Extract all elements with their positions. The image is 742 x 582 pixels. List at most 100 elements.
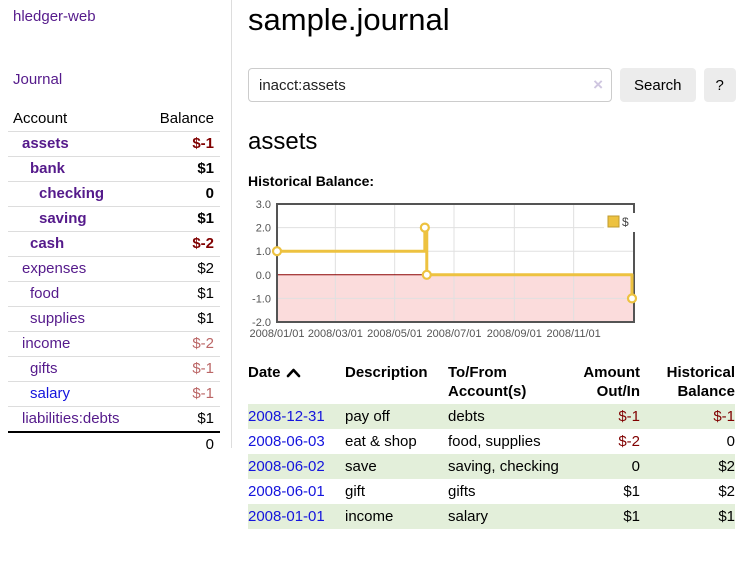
account-row: cash $-2 <box>8 231 220 257</box>
historical-balance-chart: 3.0 2.0 1.0 0.0 -1.0 -2.0 2008/01/01 2008/03/01… <box>248 199 742 344</box>
account-balance: $-1 <box>141 381 220 407</box>
search-input[interactable] <box>248 68 612 102</box>
accounts-column-header: To/From Account(s) <box>448 364 527 400</box>
app-title-link[interactable]: hledger-web <box>13 8 96 25</box>
svg-text:2008/11/01: 2008/11/01 <box>547 328 601 340</box>
clear-search-icon[interactable]: × <box>593 75 603 94</box>
transaction-date-link[interactable]: 2008-06-02 <box>248 458 325 475</box>
search-button[interactable]: Search <box>620 68 696 102</box>
account-page-title: assets <box>248 128 318 155</box>
balance-column-header: Balance <box>159 110 214 127</box>
account-column-header: Account <box>13 110 68 127</box>
svg-text:-2.0: -2.0 <box>252 317 271 329</box>
account-row: checking 0 <box>8 181 220 207</box>
transaction-amount: $-1 <box>618 408 640 425</box>
account-link-bank[interactable]: bank <box>30 160 66 177</box>
account-link-liabilities-debts[interactable]: liabilities:debts <box>22 410 120 427</box>
account-balance: $1 <box>141 156 220 182</box>
register-row: 2008-06-01 gift gifts $1 $2 <box>248 479 735 504</box>
account-row: food $1 <box>8 281 220 307</box>
account-balance: $-2 <box>141 331 220 357</box>
account-balance: $-1 <box>141 356 220 382</box>
transaction-accounts: saving, checking <box>448 458 559 475</box>
svg-text:2008/01/01: 2008/01/01 <box>249 328 304 340</box>
account-link-expenses[interactable]: expenses <box>22 260 87 277</box>
transaction-description: save <box>345 458 377 475</box>
journal-title: sample.journal <box>248 2 450 37</box>
transaction-balance: $1 <box>718 508 735 525</box>
transaction-balance: $-1 <box>713 408 735 425</box>
account-link-checking[interactable]: checking <box>39 185 105 202</box>
account-balance: $-1 <box>141 131 220 157</box>
transaction-amount: $-2 <box>618 433 640 450</box>
transaction-accounts: food, supplies <box>448 433 541 450</box>
description-column-header: Description <box>345 364 428 381</box>
transaction-date-link[interactable]: 2008-12-31 <box>248 408 325 425</box>
transaction-description: pay off <box>345 408 390 425</box>
amount-column-header: Amount Out/In <box>583 364 640 400</box>
transaction-accounts: debts <box>448 408 485 425</box>
account-row: supplies $1 <box>8 306 220 332</box>
transaction-date-link[interactable]: 2008-01-01 <box>248 508 325 525</box>
svg-text:2008/07/01: 2008/07/01 <box>426 328 481 340</box>
svg-text:2008/09/01: 2008/09/01 <box>487 328 542 340</box>
account-row: salary $-1 <box>8 381 220 407</box>
account-tree-header: Account Balance <box>8 107 220 132</box>
svg-text:2008/03/01: 2008/03/01 <box>308 328 363 340</box>
page: hledger-web Journal Account Balance asse… <box>0 0 742 529</box>
account-balance: $1 <box>141 406 220 432</box>
svg-text:$: $ <box>622 215 629 229</box>
account-link-saving[interactable]: saving <box>39 210 87 227</box>
sidebar-content: hledger-web Journal Account Balance asse… <box>0 0 232 457</box>
account-row: expenses $2 <box>8 256 220 282</box>
svg-text:3.0: 3.0 <box>256 199 271 211</box>
account-link-income[interactable]: income <box>22 335 71 352</box>
register-table: Date Description To/From Account(s) Amou… <box>248 360 735 529</box>
register-header-row: Date Description To/From Account(s) Amou… <box>248 360 735 404</box>
account-row: income $-2 <box>8 331 220 357</box>
account-balance: $1 <box>141 306 220 332</box>
register-row: 2008-06-03 eat & shop food, supplies $-2… <box>248 429 735 454</box>
account-total-row: 0 <box>8 431 220 457</box>
transaction-balance: $2 <box>718 458 735 475</box>
register-row: 2008-12-31 pay off debts $-1 $-1 <box>248 404 735 429</box>
transaction-accounts: gifts <box>448 483 476 500</box>
transaction-accounts: salary <box>448 508 489 525</box>
account-link-cash[interactable]: cash <box>30 235 65 252</box>
transaction-balance: 0 <box>726 433 735 450</box>
account-balance: 0 <box>141 181 220 207</box>
account-link-supplies[interactable]: supplies <box>30 310 86 327</box>
account-balance: $2 <box>141 256 220 282</box>
main-content: sample.journal × Search ? assets Histori… <box>232 0 742 529</box>
register-row: 2008-01-01 income salary $1 $1 <box>248 504 735 529</box>
svg-text:2008/05/01: 2008/05/01 <box>367 328 422 340</box>
account-tree-table: Account Balance assets $-1 bank $1 check… <box>8 107 220 457</box>
date-column-header[interactable]: Date <box>248 360 345 404</box>
sort-ascending-icon <box>286 368 300 378</box>
sidebar: hledger-web Journal Account Balance asse… <box>0 0 232 529</box>
transaction-date-link[interactable]: 2008-06-03 <box>248 433 325 450</box>
account-balance: $1 <box>141 281 220 307</box>
help-button[interactable]: ? <box>703 68 736 102</box>
account-link-salary[interactable]: salary <box>30 385 71 402</box>
svg-text:-1.0: -1.0 <box>252 293 271 305</box>
transaction-description: income <box>345 508 394 525</box>
transaction-description: gift <box>345 483 366 500</box>
account-balance: $-2 <box>141 231 220 257</box>
account-link-assets[interactable]: assets <box>22 135 69 152</box>
balance-column-header: Historical Balance <box>666 364 735 400</box>
transaction-amount: $1 <box>623 508 640 525</box>
sidebar-item-journal[interactable]: Journal <box>13 71 63 88</box>
register-row: 2008-06-02 save saving, checking 0 $2 <box>248 454 735 479</box>
transaction-amount: 0 <box>631 458 640 475</box>
account-row: saving $1 <box>8 206 220 232</box>
account-link-food[interactable]: food <box>30 285 60 302</box>
search-form: × Search ? <box>248 68 742 102</box>
svg-text:0.0: 0.0 <box>256 270 271 282</box>
transaction-date-link[interactable]: 2008-06-01 <box>248 483 325 500</box>
account-link-gifts[interactable]: gifts <box>30 360 58 377</box>
transaction-amount: $1 <box>623 483 640 500</box>
transaction-balance: $2 <box>718 483 735 500</box>
account-row: assets $-1 <box>8 131 220 157</box>
